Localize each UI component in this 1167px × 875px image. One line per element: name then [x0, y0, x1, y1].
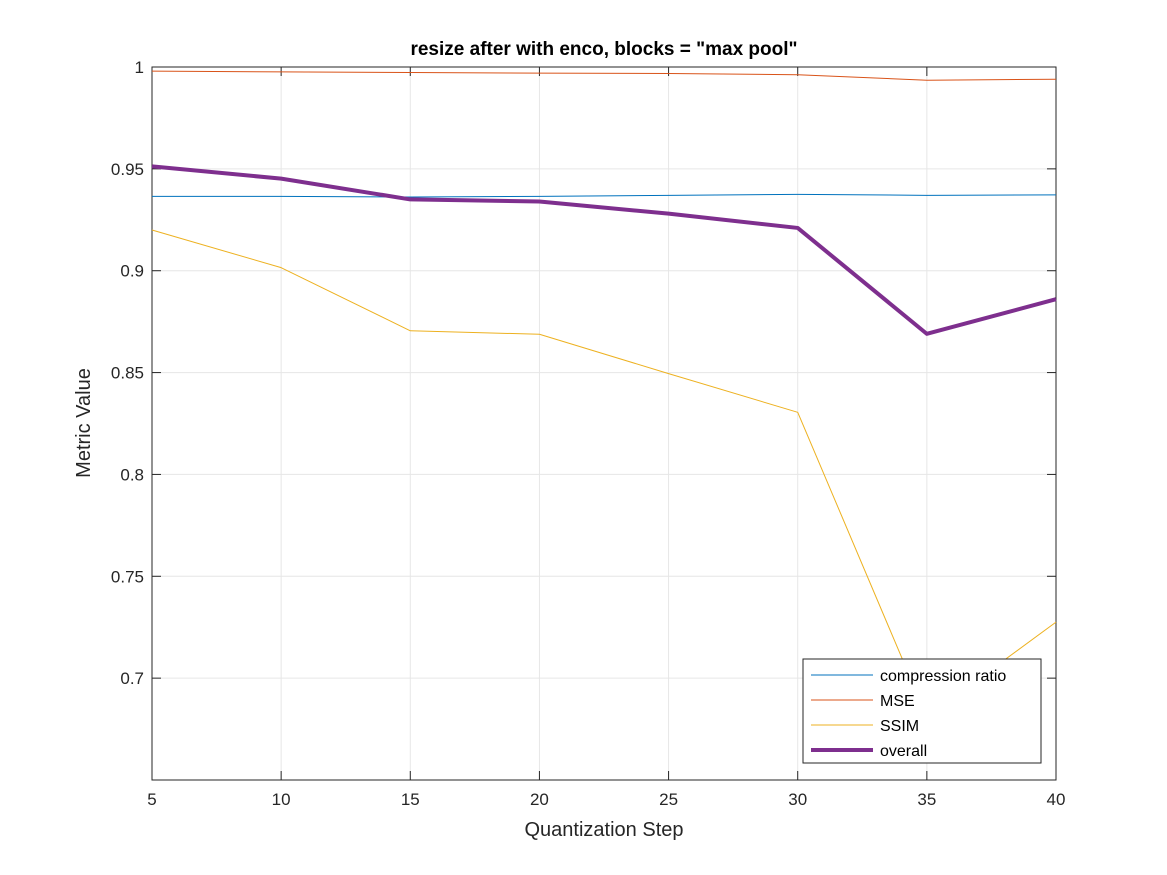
- series-line-mse: [151, 70, 1057, 81]
- y-tick-label: 0.8: [120, 465, 144, 484]
- x-tick-label: 10: [272, 790, 291, 809]
- axes-box: [151, 66, 1057, 781]
- series-line-compression-ratio: [152, 193, 1057, 198]
- chart-title: resize after with enco, blocks = "max po…: [410, 39, 797, 60]
- legend-label-mse: MSE: [880, 693, 915, 710]
- x-tick-label: 5: [147, 790, 156, 809]
- y-tick-label: 0.75: [111, 567, 144, 586]
- legend[interactable]: compression ratio MSE SSIM overall: [802, 658, 1042, 764]
- x-tick-label: 25: [659, 790, 678, 809]
- x-axis-label: Quantization Step: [525, 819, 684, 841]
- series-line-ssim: [151, 229, 1057, 718]
- legend-label-overall: overall: [880, 743, 927, 760]
- y-tick-label: 0.85: [111, 364, 144, 383]
- legend-label-compression-ratio: compression ratio: [880, 668, 1006, 685]
- y-tick-label: 0.9: [120, 262, 144, 281]
- series: [151, 70, 1057, 718]
- grid: [151, 66, 1057, 780]
- x-tick-label: 15: [401, 790, 420, 809]
- legend-box: [802, 658, 1042, 764]
- ticks: 5 10 15 20 25 30 35 40 0.7 0.75 0.8 0.85 0.9 0.95 1: [111, 58, 1066, 809]
- x-tick-label: 30: [788, 790, 807, 809]
- series-line-overall: [151, 164, 1057, 336]
- y-axis-label: Metric Value: [73, 368, 95, 478]
- y-tick-label: 0.7: [120, 669, 144, 688]
- y-tick-label: 1: [135, 58, 144, 77]
- y-tick-label: 0.95: [111, 160, 144, 179]
- x-tick-label: 40: [1047, 790, 1066, 809]
- legend-label-ssim: SSIM: [880, 718, 919, 735]
- x-tick-label: 20: [530, 790, 549, 809]
- x-tick-label: 35: [917, 790, 936, 809]
